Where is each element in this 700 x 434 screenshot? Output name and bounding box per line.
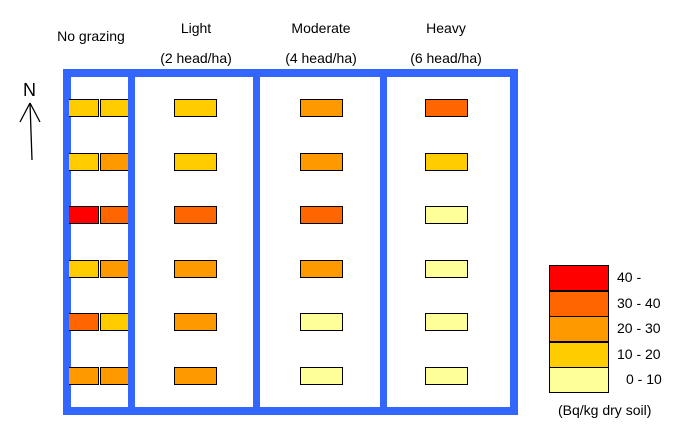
plot-cell <box>300 206 343 224</box>
header-light: Light <box>180 20 212 36</box>
plot-cell <box>425 153 468 171</box>
legend-unit: (Bq/kg dry soil) <box>558 402 652 418</box>
legend-label: 10 - 20 <box>617 345 661 362</box>
plot-cell <box>300 153 343 171</box>
legend-swatch <box>549 290 609 317</box>
header-heavy-sub: (6 head/ha) <box>410 50 482 66</box>
plot-cell <box>69 313 99 331</box>
column-divider <box>128 69 135 415</box>
plot-cell <box>100 367 131 385</box>
legend-swatch <box>549 265 609 291</box>
plot-cell <box>174 260 217 278</box>
legend-label: 20 - 30 <box>617 320 661 336</box>
header-moderate: Moderate <box>291 20 351 36</box>
plot-cell <box>174 313 217 331</box>
legend-label: 0 - 10 <box>626 371 662 387</box>
column-divider <box>253 69 260 415</box>
plot-cell <box>425 367 468 385</box>
legend-swatch <box>549 316 609 342</box>
legend-label: 40 - <box>617 269 642 285</box>
plot-cell <box>425 206 468 224</box>
north-arrow-icon <box>19 102 41 161</box>
header-moderate-sub: (4 head/ha) <box>285 50 357 66</box>
legend-swatch <box>549 341 609 368</box>
header-light-sub: (2 head/ha) <box>160 50 232 66</box>
plot-cell <box>69 153 99 171</box>
plot-cell <box>69 99 99 117</box>
plot-cell <box>174 153 217 171</box>
plot-cell <box>425 313 468 331</box>
plot-cell <box>300 260 343 278</box>
header-heavy: Heavy <box>426 20 466 36</box>
plot-cell <box>300 99 343 117</box>
plot-cell <box>100 313 131 331</box>
plot-cell <box>174 99 217 117</box>
plot-cell <box>174 206 217 224</box>
plot-cell <box>300 313 343 331</box>
legend-label: 30 - 40 <box>617 294 661 311</box>
plot-cell <box>100 99 131 117</box>
plot-cell <box>300 367 343 385</box>
plot-cell <box>100 260 131 278</box>
legend-swatch <box>549 367 609 393</box>
north-label: N <box>23 80 36 100</box>
plot-cell <box>69 206 99 224</box>
plot-cell <box>100 153 131 171</box>
plot-cell <box>425 99 468 117</box>
header-no-grazing: No grazing <box>57 28 125 44</box>
plot-cell <box>425 260 468 278</box>
plot-cell <box>174 367 217 385</box>
plot-cell <box>69 260 99 278</box>
column-divider <box>380 69 387 415</box>
plot-frame <box>63 69 518 415</box>
plot-cell <box>69 367 99 385</box>
plot-cell <box>100 206 131 224</box>
